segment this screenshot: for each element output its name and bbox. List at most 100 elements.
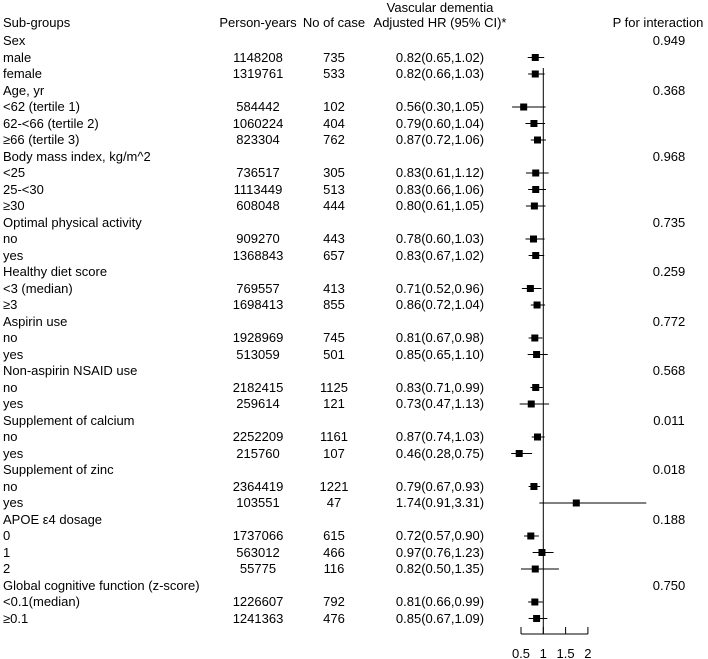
- row-label: no: [3, 429, 18, 444]
- subgroups-header: Sub-groups: [3, 15, 71, 30]
- row-label: Non-aspirin NSAID use: [3, 363, 138, 378]
- hr-text: 0.82(0.66,1.03): [395, 66, 485, 81]
- hr-point: [530, 483, 538, 490]
- hr-header: Adjusted HR (95% CI)*: [373, 15, 507, 30]
- hr-point: [534, 433, 542, 441]
- hr-text: 0.79(0.60,1.04): [395, 115, 485, 131]
- cases-value: 533: [323, 66, 345, 81]
- row-label: no: [3, 478, 18, 494]
- row-label: <3 (median): [3, 280, 73, 296]
- cases-value: 121: [323, 396, 345, 411]
- p-interaction-value: 0.772: [652, 313, 686, 329]
- x-tick-label: 2: [584, 646, 591, 659]
- cases-value: 762: [323, 132, 345, 147]
- cases-value: 413: [323, 280, 345, 296]
- row-label: no: [3, 231, 18, 246]
- cases-value: 443: [323, 231, 345, 246]
- row-label: yes: [3, 396, 24, 411]
- person-years-value: 1368843: [232, 247, 284, 263]
- person-years-value: 909270: [236, 231, 280, 246]
- row-label: Supplement of calcium: [3, 412, 135, 428]
- cases-value: 444: [323, 198, 345, 213]
- row-label: female: [3, 66, 43, 81]
- hr-point: [530, 202, 538, 210]
- row-label: Healthy diet score: [3, 264, 108, 279]
- row-label: Supplement of zinc: [3, 462, 114, 477]
- person-years-value: 823304: [236, 132, 280, 147]
- hr-text: 0.86(0.72,1.04): [395, 297, 485, 312]
- hr-point: [532, 186, 540, 193]
- hr-point: [531, 54, 539, 61]
- person-years-value: 1113449: [233, 181, 283, 197]
- hr-text: 0.56(0.30,1.05): [395, 99, 485, 114]
- row-label: APOE ε4 dosage: [3, 511, 103, 527]
- person-years-value: 1226607: [232, 594, 284, 609]
- x-tick-label: 1.5: [557, 646, 575, 659]
- row-label: <0.1(median): [3, 594, 80, 609]
- person-years-value: 2252209: [232, 429, 284, 444]
- row-label: Sex: [3, 33, 26, 48]
- row-label: 2: [3, 561, 11, 576]
- cases-value: 615: [323, 528, 345, 543]
- row-label: ≥3: [3, 297, 18, 312]
- hr-text: 1.74(0.91,3.31): [395, 495, 485, 510]
- hr-point: [529, 235, 537, 243]
- person-years-value: 1319761: [232, 66, 284, 81]
- hr-point: [530, 120, 538, 127]
- hr-text: 0.80(0.61,1.05): [395, 198, 485, 213]
- hr-text: 0.83(0.61,1.12): [395, 165, 485, 180]
- cases-value: 1161: [320, 429, 348, 444]
- row-label: ≥66 (tertile 3): [3, 132, 80, 147]
- p-interaction-value: 0.368: [652, 82, 686, 98]
- row-label: yes: [3, 445, 24, 461]
- hr-text: 0.72(0.57,0.90): [395, 528, 485, 543]
- cases-value: 657: [323, 247, 345, 263]
- hr-text: 0.82(0.50,1.35): [395, 561, 485, 576]
- cases-value: 466: [323, 544, 345, 560]
- hr-point: [515, 450, 523, 457]
- person-years-value: 1698413: [232, 297, 284, 312]
- cases-value: 476: [323, 610, 345, 626]
- x-tick-label: 1: [540, 646, 547, 659]
- row-label: ≥0.1: [3, 610, 29, 626]
- person-years-value: 1241363: [232, 610, 284, 626]
- row-label: <62 (tertile 1): [3, 99, 80, 114]
- person-years-value: 259614: [236, 396, 280, 411]
- person-years-value: 55775: [239, 561, 277, 576]
- x-tick-label: 0.5: [512, 646, 530, 659]
- hr-point: [538, 549, 546, 556]
- p-interaction-value: 0.949: [652, 33, 686, 48]
- hr-text: 0.97(0.76,1.23): [395, 544, 485, 560]
- row-label: yes: [3, 346, 24, 362]
- hr-point: [533, 351, 541, 358]
- hr-text: 0.79(0.67,0.93): [395, 478, 485, 494]
- cases-value: 513: [323, 181, 345, 197]
- person-years-value: 563012: [236, 544, 280, 560]
- hr-text: 0.85(0.67,1.09): [395, 610, 485, 626]
- cases-value: 107: [323, 445, 345, 461]
- hr-point: [527, 400, 535, 408]
- cases-value: 305: [323, 165, 345, 180]
- person-years-value: 769557: [236, 280, 280, 296]
- row-label: male: [3, 49, 32, 65]
- cases-value: 501: [323, 346, 345, 362]
- row-label: ≥30: [3, 198, 25, 213]
- hr-point: [532, 169, 540, 177]
- row-label: 25-<30: [3, 181, 44, 197]
- row-label: 0: [3, 528, 11, 543]
- outcome-header: Vascular dementia: [386, 0, 494, 15]
- cases-value: 116: [323, 561, 345, 576]
- row-label: yes: [3, 247, 24, 263]
- hr-text: 0.46(0.28,0.75): [395, 445, 485, 461]
- person-years-value: 608048: [236, 198, 280, 213]
- person-years-value: 1148208: [233, 49, 283, 65]
- cases-header: No of case: [302, 15, 366, 30]
- hr-point: [531, 565, 539, 573]
- person-years-value: 2182415: [232, 379, 284, 395]
- hr-text: 0.83(0.66,1.06): [395, 181, 485, 197]
- cases-value: 102: [323, 99, 345, 114]
- person-years-value: 2364419: [232, 478, 284, 494]
- cases-value: 404: [323, 115, 345, 131]
- p-interaction-value: 0.011: [653, 412, 685, 428]
